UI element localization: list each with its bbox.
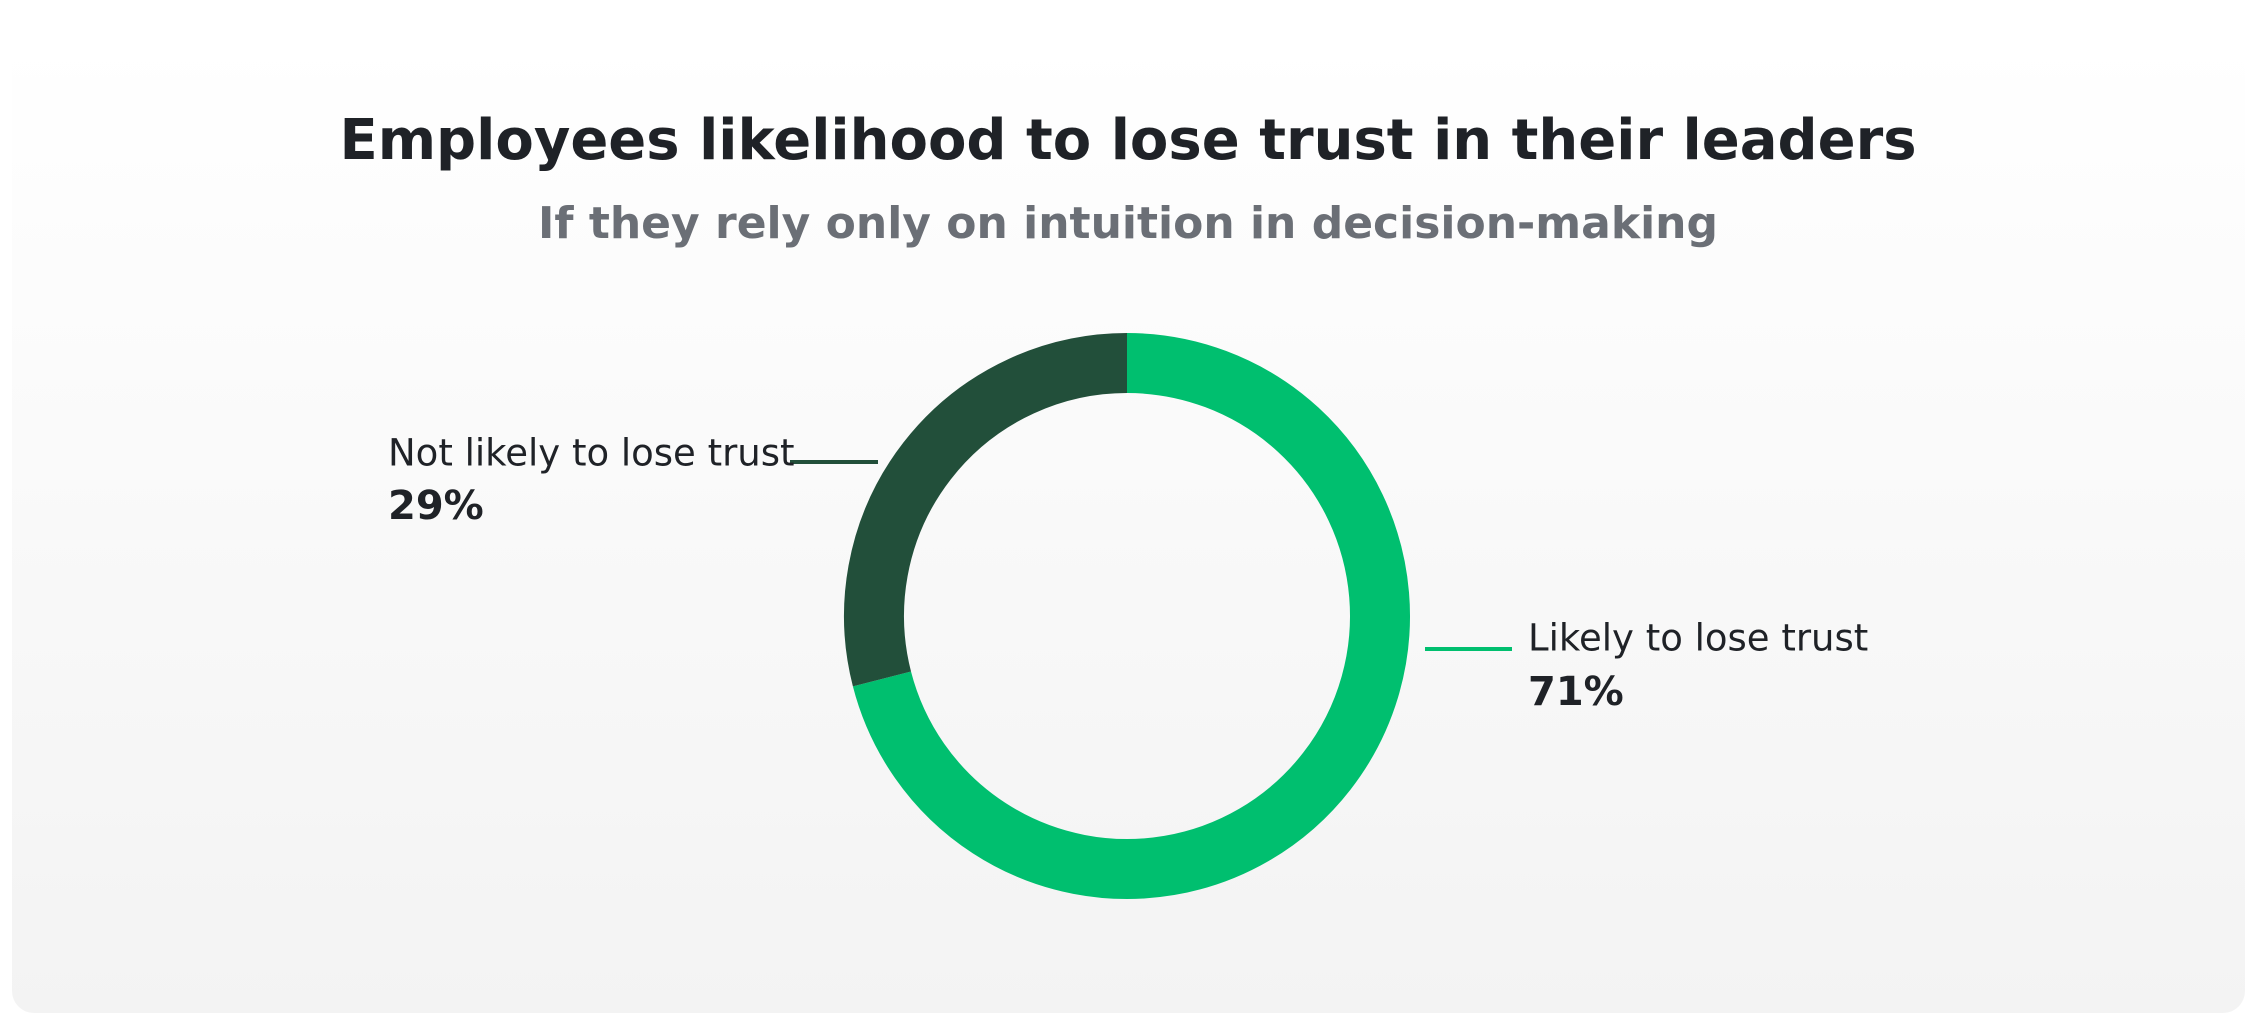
slice-label: Likely to lose trust [1528, 617, 1868, 660]
chart-subtitle: If they rely only on intuition in decisi… [538, 198, 1718, 249]
donut-slice [844, 333, 1128, 687]
value-label: 29% [388, 483, 484, 529]
slice-label: Not likely to lose trust [388, 432, 795, 475]
value-label: 71% [1528, 669, 1624, 715]
card [12, 40, 2245, 1013]
chart-title: Employees likelihood to lose trust in th… [339, 108, 1916, 173]
donut-slice [852, 333, 1410, 899]
